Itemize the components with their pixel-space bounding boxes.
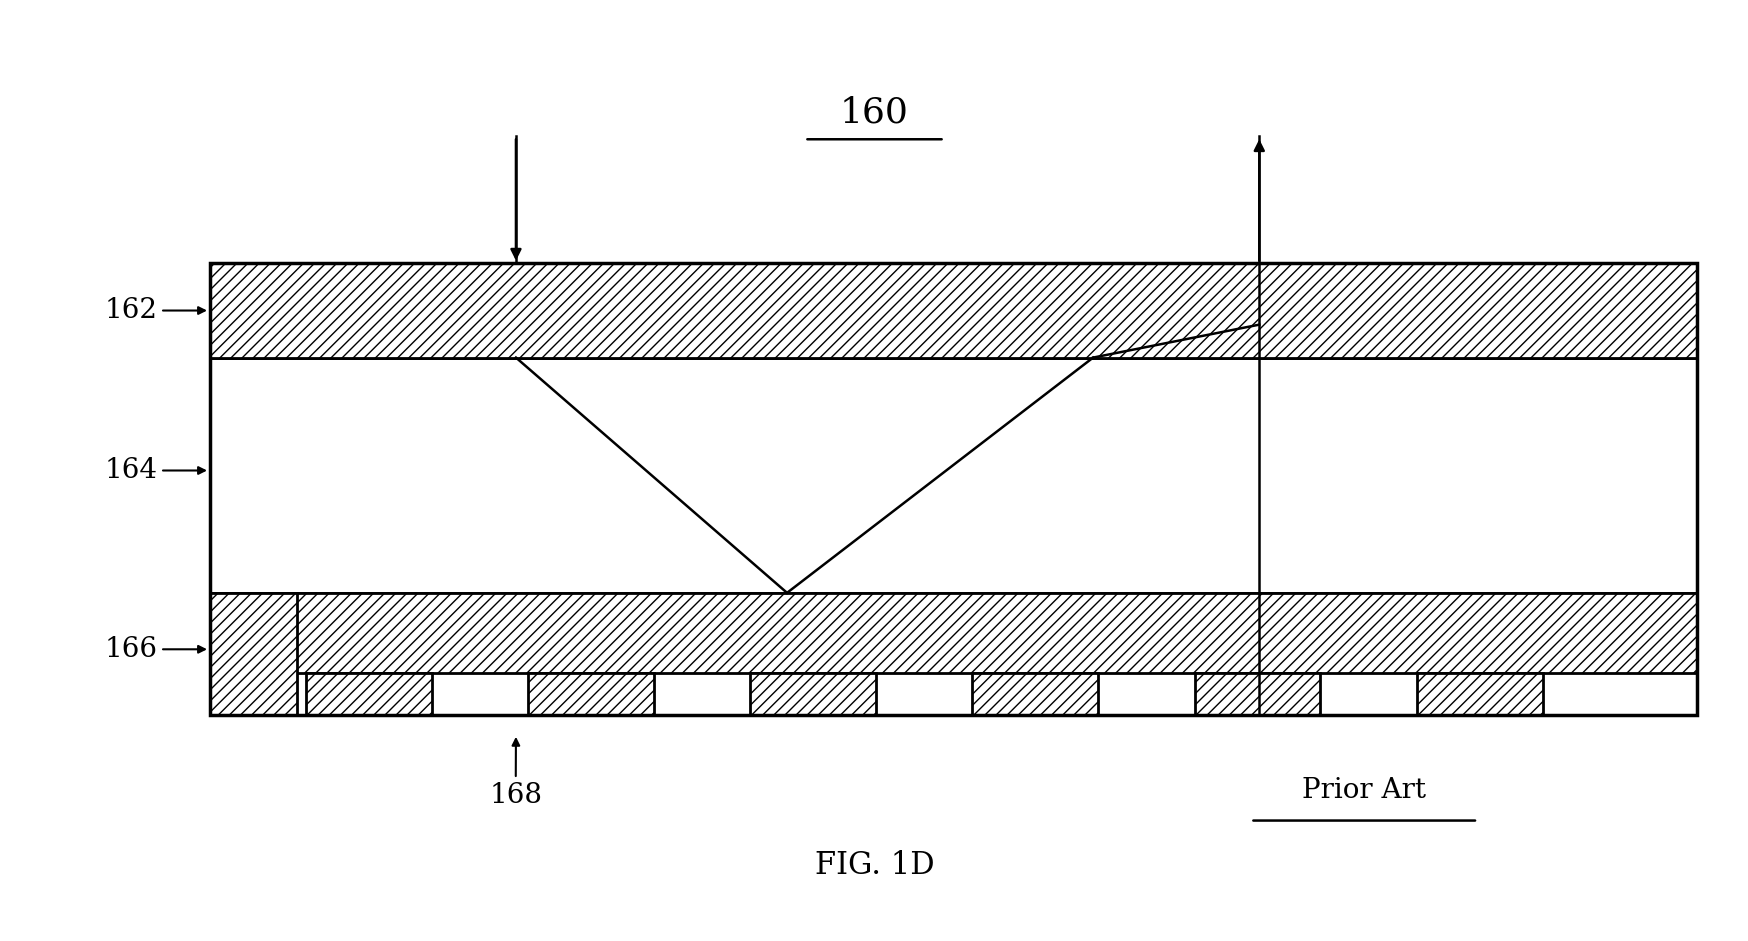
- Text: 168: 168: [489, 739, 542, 808]
- Text: 164: 164: [105, 457, 205, 484]
- Text: 160: 160: [839, 96, 909, 130]
- Bar: [750, 673, 876, 715]
- Bar: [210, 593, 1696, 673]
- Bar: [210, 263, 1696, 358]
- Bar: [210, 358, 1696, 593]
- Bar: [210, 593, 297, 715]
- Bar: [306, 673, 432, 715]
- Bar: [972, 673, 1098, 715]
- Bar: [528, 673, 654, 715]
- Bar: [1416, 673, 1542, 715]
- Text: 166: 166: [105, 636, 205, 662]
- Text: 162: 162: [105, 297, 205, 324]
- Bar: [210, 263, 1696, 715]
- Text: FIG. 1D: FIG. 1D: [815, 851, 933, 881]
- Bar: [1194, 673, 1320, 715]
- Text: Prior Art: Prior Art: [1302, 777, 1425, 804]
